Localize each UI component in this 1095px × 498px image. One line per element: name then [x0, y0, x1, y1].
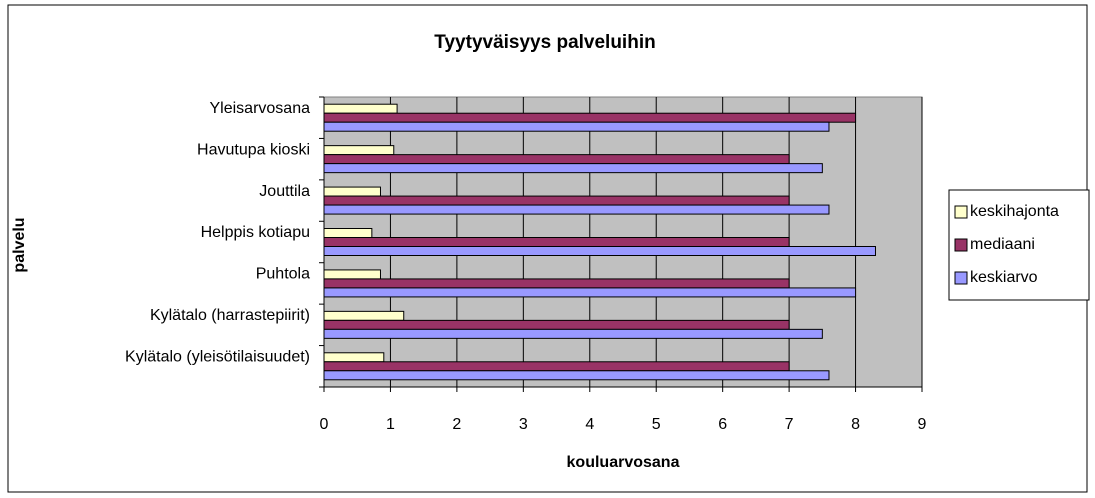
bar — [323, 112, 857, 123]
x-tick-label: 1 — [386, 416, 395, 433]
x-tick-label: 5 — [652, 416, 661, 433]
x-tick-label: 7 — [785, 416, 794, 433]
bar — [323, 103, 398, 114]
y-tick-label: Puhtola — [256, 266, 310, 283]
legend-swatch — [954, 205, 968, 219]
y-axis-label: palvelu — [11, 217, 28, 272]
bar — [323, 370, 830, 381]
y-tick-label: Yleisarvosana — [210, 100, 311, 117]
bar — [323, 246, 876, 256]
bar — [323, 121, 830, 132]
y-tick-label: Kylätalo (harrastepiirit) — [150, 307, 310, 324]
bar — [323, 228, 373, 238]
x-tick-label: 4 — [585, 416, 594, 433]
legend-swatch — [954, 271, 968, 285]
bar — [323, 163, 823, 174]
y-tick-label: Jouttila — [259, 183, 310, 200]
x-tick-label: 3 — [519, 416, 528, 433]
legend-label: keskiarvo — [970, 269, 1038, 286]
legend-swatch — [954, 238, 968, 252]
x-tick-label: 9 — [918, 416, 927, 433]
bar — [323, 310, 405, 321]
chart-title: Tyytyväisyys palveluihin — [434, 32, 655, 53]
x-tick-label: 0 — [320, 416, 329, 433]
x-tick-label: 8 — [851, 416, 860, 433]
bar — [323, 328, 823, 339]
bar — [323, 204, 830, 215]
y-tick-label: Helppis kotiapu — [201, 224, 310, 241]
bar — [323, 154, 790, 165]
y-tick-label: Havutupa kioski — [197, 141, 310, 158]
legend-label: keskihajonta — [970, 203, 1059, 220]
legend-box — [948, 189, 1090, 301]
bar — [323, 269, 381, 280]
bar — [323, 237, 790, 247]
bar — [323, 145, 395, 156]
bar — [323, 361, 790, 372]
x-tick-label: 2 — [452, 416, 461, 433]
x-tick-label: 6 — [718, 416, 727, 433]
bar — [323, 195, 790, 206]
x-axis-label: kouluarvosana — [567, 454, 680, 471]
legend-label: mediaani — [970, 236, 1035, 253]
bar — [323, 287, 857, 298]
y-tick-label: Kylätalo (yleisötilaisuudet) — [125, 349, 310, 366]
bar — [323, 352, 385, 363]
bar — [323, 186, 381, 197]
bar — [323, 278, 790, 289]
bar — [323, 319, 790, 330]
